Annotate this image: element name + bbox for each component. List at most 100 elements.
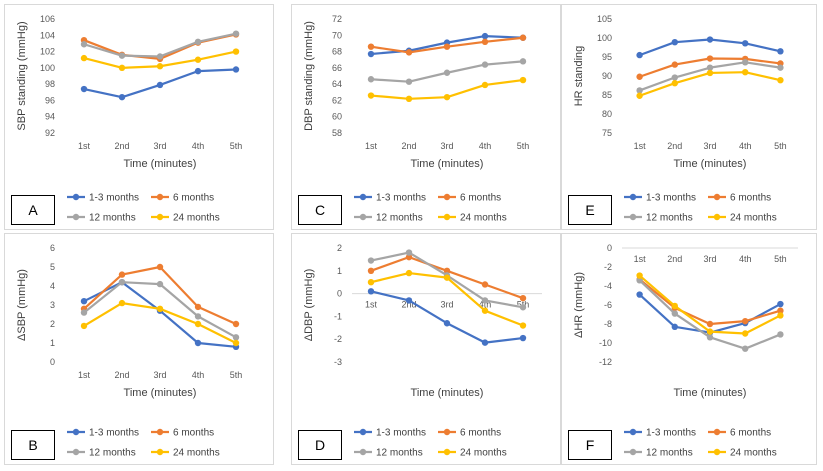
panel-d-chart: -3-2-10121st2nd3rd4th5thTime (minutes)ΔD… [303, 243, 542, 459]
panel-d-series-6-months-point-1 [367, 267, 375, 274]
panel-e-series-24-months-point-3 [706, 69, 714, 77]
panel-a-xtick-4th: 4th [192, 141, 205, 151]
panel-e-series-12-months-point-3 [706, 64, 714, 71]
panel-d-series-24-months-point-3 [443, 274, 451, 281]
panel-a-ytick-106: 106 [40, 14, 55, 24]
panel-b-series-1-3-months-point-1 [80, 298, 88, 305]
panel-c-series-1-3-months-point-4 [481, 32, 489, 40]
panel-e-legend-12-months-label: 12 months [646, 213, 693, 224]
panel-c-series-24-months-point-5 [519, 76, 527, 84]
panel-b-ytick-5: 5 [50, 262, 55, 272]
panel-f-series-12-months-point-4 [742, 345, 749, 352]
panel-c-ytick-72: 72 [332, 14, 342, 24]
panel-c-series-24-months-point-1 [367, 92, 375, 99]
panel-e-series-6-months-point-2 [671, 61, 678, 68]
panel-f-legend-1-3-months-label: 1-3 months [646, 428, 696, 439]
panel-d-ytick-2: -2 [334, 334, 342, 344]
panel-f-chart: -12 -10 -8 -6 -4 -2 0 1st 2nd 3rd 4th 5th Time (minu… [573, 243, 798, 459]
panel-e-ytick-80: 80 [602, 109, 612, 119]
panel-e-series-1-3-months-point-2 [671, 38, 678, 46]
panel-d-series-12-months-point-4 [481, 297, 489, 304]
panel-e-series-1-3-months-point-4 [742, 40, 749, 47]
panel-b: 0 1 2 3 4 5 6 1st 2nd 3rd 4th 5th Time (minutes) ΔSBP… [4, 233, 274, 465]
panel-b-series-6-months-point-4 [194, 303, 202, 311]
panel-d-xtick-4th: 4th [479, 300, 492, 310]
panel-f: -12 -10 -8 -6 -4 -2 0 1st 2nd 3rd 4th 5th Time (minu… [561, 233, 817, 465]
panel-d-xtick-3rd: 3rd [440, 300, 453, 310]
panel-c-letter: C [298, 195, 342, 225]
panel-f-ytick-8: -8 [604, 319, 612, 329]
panel-d-x-axis-title: Time (minutes) [411, 387, 484, 399]
panel-f-xtick-5th: 5th [774, 254, 787, 264]
panel-e-series-24-months-point-4 [742, 69, 749, 76]
panel-f-series-1-3-months-point-5 [777, 300, 784, 308]
panel-a-series-12-months-point-3 [156, 53, 164, 60]
panel-c-series-6-months-point-4 [481, 38, 489, 45]
panel-e-legend-6-months-marker [713, 193, 721, 201]
panel-a-series-12-months-point-4 [194, 38, 202, 45]
panel-e-legend-6-months-label: 6 months [730, 193, 771, 204]
panel-f-x-axis-title: Time (minutes) [674, 387, 747, 399]
panel-c-ytick-60: 60 [332, 112, 342, 122]
panel-e-ytick-75: 75 [602, 128, 612, 138]
panel-d-series-6-months-point-3 [443, 267, 451, 274]
panel-f-ytick-10: -10 [599, 338, 612, 348]
panel-a-series-1-3-months-point-1 [80, 85, 88, 93]
panel-a-legend-12-months-label: 12 months [89, 213, 136, 224]
panel-c: 58 60 62 64 66 68 70 72 1st 2nd 3rd 4th 5th Time (min… [291, 4, 561, 230]
panel-f-xtick-3rd: 3rd [703, 254, 716, 264]
panel-e-ytick-95: 95 [602, 52, 612, 62]
panel-a-series-12-months-line [83, 32, 237, 58]
panel-f-xtick-4th: 4th [739, 254, 752, 264]
panel-f-y-axis-title: ΔHR (mmHg) [573, 272, 585, 338]
panel-e: 75 80 85 90 95 100 105 1st 2nd 3rd 4th 5th Time (min… [561, 4, 817, 230]
panel-a-legend-6-months-marker [156, 193, 164, 201]
panel-c-legend-24-months-marker [443, 213, 451, 221]
panel-a-series-1-3-months-point-4 [194, 67, 202, 75]
panel-d-series-24-months-point-1 [367, 279, 375, 286]
panel-a-series-24-months-point-1 [80, 54, 88, 62]
panel-e-series-12-months-point-5 [777, 64, 784, 71]
panel-b-series-12-months-point-4 [194, 313, 202, 320]
panel-c-series-12-months-point-3 [443, 69, 451, 76]
panel-c-legend-1-3-months-label: 1-3 months [376, 193, 426, 204]
panel-d-legend-1-3-months-marker [359, 428, 367, 436]
panel-c-ytick-64: 64 [332, 79, 342, 89]
panel-d-series-24-months-point-5 [519, 322, 527, 329]
panel-c-legend-6-months-marker [443, 193, 451, 201]
panel-c-legend-6-months-label: 6 months [460, 193, 501, 204]
panel-c-xtick-2nd: 2nd [401, 141, 416, 151]
panel-e-legend-1-3-months-marker [629, 193, 637, 201]
panel-b-series-24-months-point-1 [80, 322, 88, 330]
panel-f-legend-6-months-label: 6 months [730, 428, 771, 439]
panel-b-legend-24-months-marker [156, 448, 164, 456]
panel-b-ytick-6: 6 [50, 243, 55, 253]
panel-c-legend-24-months-label: 24 months [460, 213, 507, 224]
panel-e-series-24-months-point-2 [671, 80, 678, 87]
panel-b-series-6-months-point-2 [118, 271, 126, 278]
panel-a-ytick-94: 94 [45, 112, 55, 122]
panel-f-series-12-months-point-5 [777, 331, 784, 338]
panel-b-ytick-1: 1 [50, 338, 55, 348]
panel-a-ytick-98: 98 [45, 79, 55, 89]
panel-d-series-1-3-months-point-5 [519, 334, 527, 342]
panel-a-series-24-months-point-5 [232, 48, 240, 55]
panel-b-series-6-months-point-3 [156, 263, 164, 271]
panel-d-series-12-months-point-1 [367, 257, 375, 264]
panel-f-ytick-6: -6 [604, 300, 612, 310]
panel-f-ytick-12: -12 [599, 357, 612, 367]
panel-c-series-6-months-point-3 [443, 43, 451, 50]
panel-e-xtick-3rd: 3rd [703, 141, 716, 151]
panel-d-legend-24-months-label: 24 months [460, 448, 507, 459]
panel-e-xtick-4th: 4th [739, 141, 752, 151]
panel-f-series-6-months-point-5 [777, 307, 784, 314]
panel-b-xtick-2nd: 2nd [114, 370, 129, 380]
panel-a-series-24-months-point-4 [194, 56, 202, 63]
panel-c-ytick-68: 68 [332, 47, 342, 57]
panel-e-series-6-months-point-3 [706, 55, 714, 62]
panel-f-series-6-months-point-3 [706, 320, 714, 328]
panel-b-series-12-months-point-5 [232, 334, 240, 341]
panel-f-series-6-months-point-4 [742, 317, 749, 325]
panel-e-ytick-90: 90 [602, 71, 612, 81]
panel-d-letter: D [298, 430, 342, 460]
